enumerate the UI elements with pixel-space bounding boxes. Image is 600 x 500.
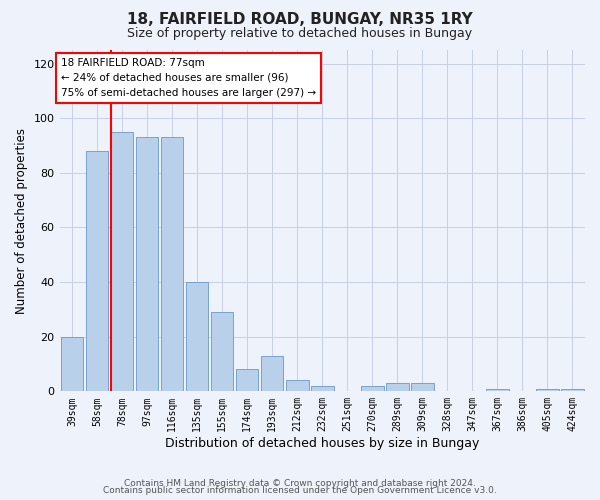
X-axis label: Distribution of detached houses by size in Bungay: Distribution of detached houses by size … — [165, 437, 479, 450]
Text: Contains HM Land Registry data © Crown copyright and database right 2024.: Contains HM Land Registry data © Crown c… — [124, 478, 476, 488]
Bar — [286, 380, 308, 392]
Bar — [161, 138, 184, 392]
Bar — [411, 383, 434, 392]
Bar — [561, 388, 584, 392]
Y-axis label: Number of detached properties: Number of detached properties — [15, 128, 28, 314]
Bar — [536, 388, 559, 392]
Text: Contains public sector information licensed under the Open Government Licence v3: Contains public sector information licen… — [103, 486, 497, 495]
Bar — [236, 370, 259, 392]
Bar — [111, 132, 133, 392]
Bar — [261, 356, 283, 392]
Bar — [136, 138, 158, 392]
Text: 18 FAIRFIELD ROAD: 77sqm
← 24% of detached houses are smaller (96)
75% of semi-d: 18 FAIRFIELD ROAD: 77sqm ← 24% of detach… — [61, 58, 316, 98]
Bar — [486, 388, 509, 392]
Bar — [186, 282, 208, 392]
Bar — [211, 312, 233, 392]
Bar — [86, 151, 109, 392]
Bar — [61, 336, 83, 392]
Text: Size of property relative to detached houses in Bungay: Size of property relative to detached ho… — [127, 28, 473, 40]
Text: 18, FAIRFIELD ROAD, BUNGAY, NR35 1RY: 18, FAIRFIELD ROAD, BUNGAY, NR35 1RY — [127, 12, 473, 28]
Bar — [361, 386, 383, 392]
Bar — [386, 383, 409, 392]
Bar — [311, 386, 334, 392]
